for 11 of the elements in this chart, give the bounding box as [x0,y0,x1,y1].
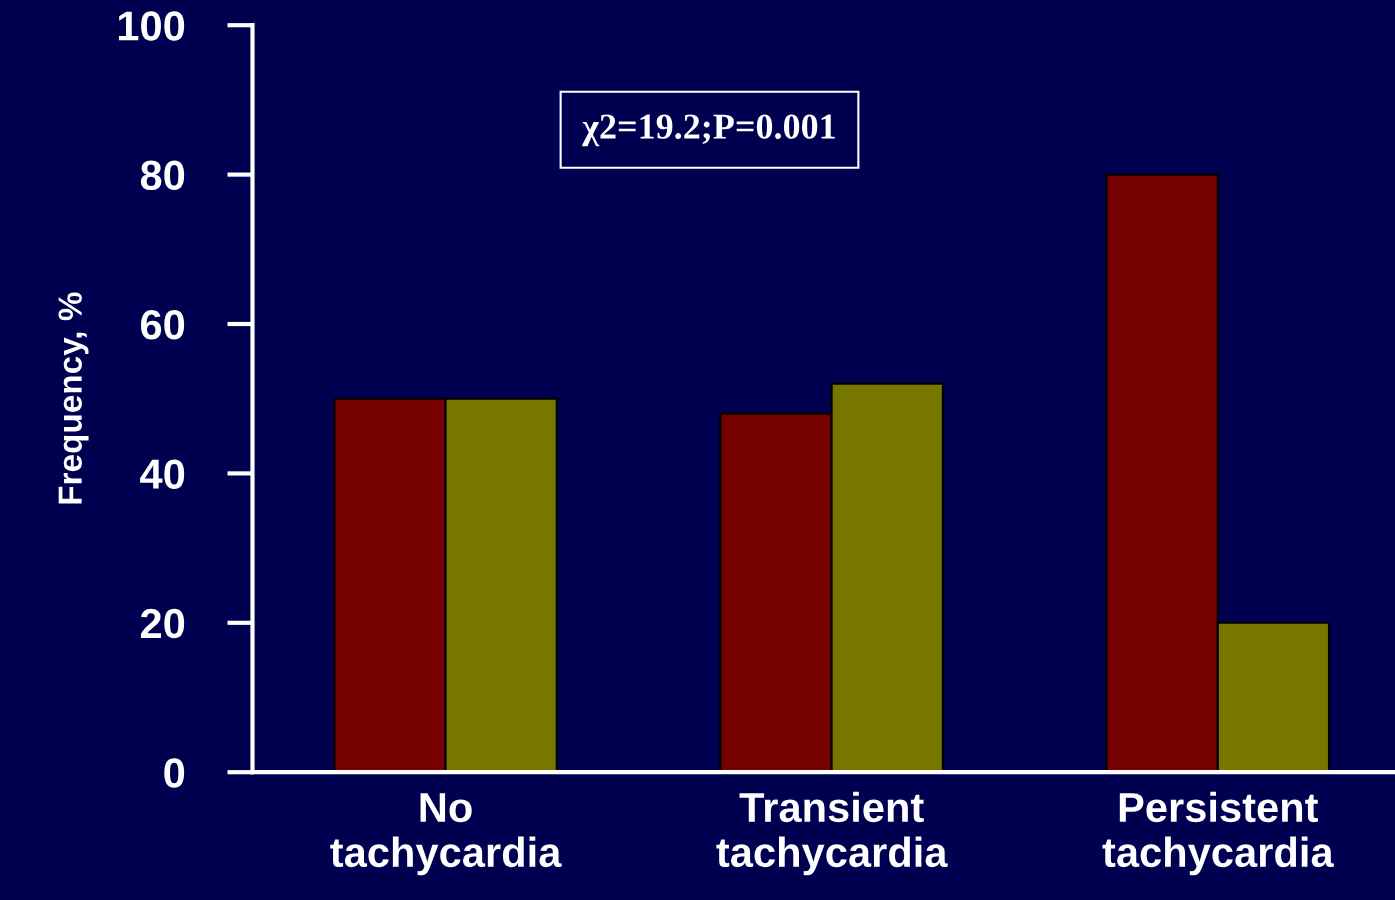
y-tick-label: 20 [140,608,185,639]
x-tick-label: No tachycardia [330,793,562,876]
x-tick-label: Transient tachycardia [716,791,948,876]
y-tick-label: 40 [140,459,185,489]
y-tick-label: 0 [164,758,185,788]
y-tick-label: 60 [141,310,185,340]
annotation: χ2=19.2;P=0.001 [582,114,835,147]
y-tick-label: 80 [140,160,185,191]
x-tick-label: Persistent tachycardia [1102,791,1334,876]
y-axis-title: Frequency, % [58,292,89,504]
y-tick-label: 100 [118,11,185,41]
